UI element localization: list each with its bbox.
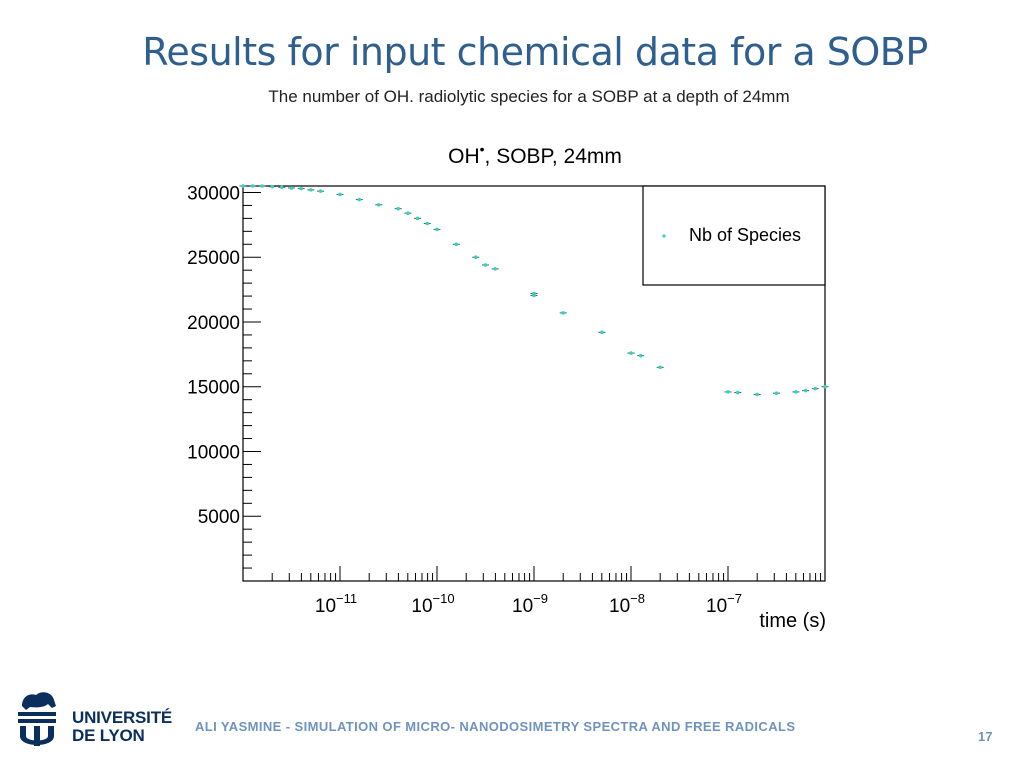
data-point	[774, 391, 779, 396]
data-point	[289, 186, 294, 190]
universite-de-lyon-logo: UNIVERSITÉ DE LYON	[12, 686, 172, 756]
data-point	[493, 267, 497, 271]
logo-line1: UNIVERSITÉ	[72, 708, 173, 727]
data-point	[425, 221, 430, 226]
y-axis: 5000 10000 15000 20000 25000 30000	[187, 183, 261, 569]
logo-line2: DE LYON	[72, 726, 145, 745]
data-points	[239, 184, 829, 397]
data-point	[638, 353, 643, 358]
data-point	[473, 255, 478, 260]
data-point	[726, 390, 730, 394]
data-point	[396, 206, 400, 211]
y-tick-label: 30000	[187, 183, 240, 204]
data-point	[803, 388, 808, 393]
data-point	[755, 392, 759, 397]
x-tick-label: 10−10	[411, 591, 454, 617]
lion-emblem-icon	[18, 692, 56, 746]
data-point	[794, 390, 798, 394]
x-tick-label: 10−9	[512, 591, 548, 617]
chart-title: OH•, SOBP, 24mm	[448, 141, 622, 168]
data-point	[260, 184, 265, 188]
data-point	[735, 390, 740, 395]
page-number: 17	[978, 729, 993, 744]
x-axis: 10−11 10−10 10−9 10−8 10−7	[242, 566, 822, 617]
legend: Nb of Species	[642, 185, 826, 286]
y-tick-label: 20000	[187, 313, 240, 334]
data-point	[250, 184, 255, 188]
data-point	[658, 365, 662, 370]
slide-title: Results for input chemical data for a SO…	[142, 30, 928, 74]
legend-box	[642, 185, 826, 286]
data-point	[561, 311, 565, 315]
y-tick-label: 15000	[187, 378, 240, 399]
data-point	[813, 386, 818, 391]
x-tick-label: 10−11	[315, 591, 357, 617]
data-point	[241, 184, 245, 188]
data-point	[299, 186, 303, 191]
data-point	[600, 330, 604, 335]
y-tick-label: 5000	[198, 507, 240, 528]
data-point	[415, 216, 420, 221]
data-point	[435, 227, 439, 232]
footer-author-line: ALI YASMINE - SIMULATION OF MICRO- NANOD…	[195, 719, 796, 734]
y-tick-label: 25000	[187, 248, 240, 269]
data-point	[629, 351, 633, 355]
data-point	[357, 197, 362, 202]
data-point	[338, 192, 342, 197]
data-point	[483, 263, 488, 267]
data-point	[823, 384, 827, 389]
data-point	[532, 293, 536, 298]
legend-label: Nb of Species	[689, 225, 801, 245]
data-point	[318, 189, 323, 193]
data-point	[376, 202, 381, 207]
x-tick-label: 10−7	[706, 591, 742, 617]
legend-marker	[662, 234, 666, 238]
x-axis-label: time (s)	[759, 610, 826, 632]
y-tick-label: 10000	[187, 442, 240, 463]
data-point	[406, 211, 410, 215]
slide-subtitle: The number of OH. radiolytic species for…	[268, 87, 790, 106]
data-point	[270, 184, 274, 189]
x-tick-label: 10−8	[609, 591, 645, 617]
data-point	[454, 242, 459, 247]
data-point	[279, 185, 284, 190]
data-point	[309, 188, 313, 192]
